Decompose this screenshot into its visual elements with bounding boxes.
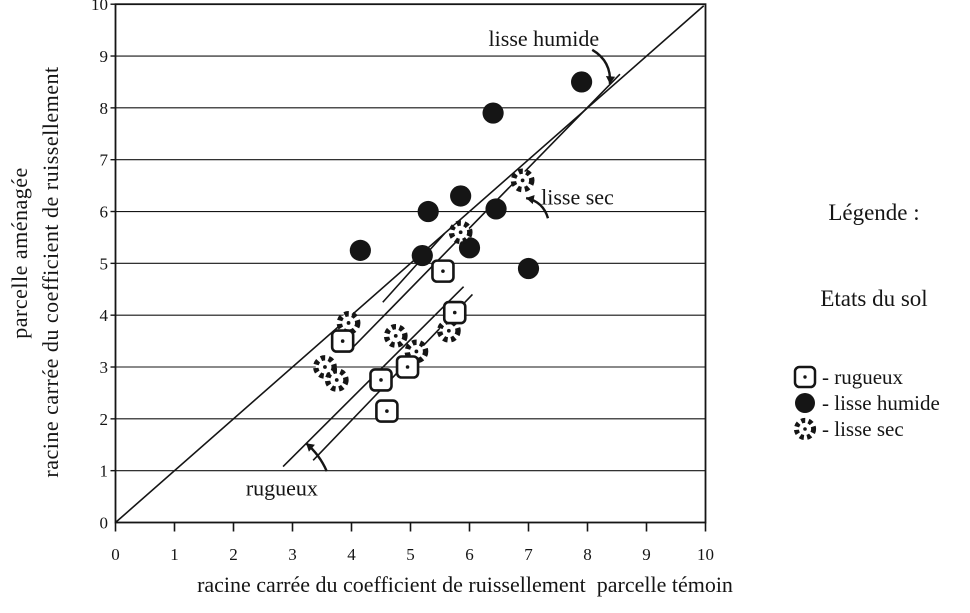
- y-tick-label-9: 9: [100, 47, 109, 66]
- marker-center-dot: [346, 321, 351, 325]
- y-tick-label-2: 2: [100, 410, 109, 429]
- y-axis-title-inner: racine carrée du coefficient de ruissell…: [38, 66, 63, 478]
- legend-panel: Légende : Etats du sol - rugueux - lisse …: [780, 200, 968, 442]
- x-tick-label-3: 3: [288, 545, 297, 564]
- annotation-label-rugueux: rugueux: [246, 475, 318, 500]
- line-identity: [114, 5, 705, 524]
- legend-item-label: - lisse humide: [822, 390, 940, 415]
- y-tick-label-4: 4: [100, 306, 109, 325]
- x-tick-label-1: 1: [170, 545, 179, 564]
- legend-item-label: - lisse sec: [822, 416, 904, 441]
- y-tick-label-3: 3: [100, 358, 109, 377]
- marker-center-dot: [379, 378, 383, 382]
- annotation-label-lisse-sec: lisse sec: [541, 184, 614, 209]
- marker-center-dot: [405, 365, 410, 369]
- marker-center-dot: [393, 334, 398, 338]
- dotted-circle-legend-icon: [793, 417, 817, 441]
- x-axis-title: racine carrée du coefficient de ruissell…: [197, 572, 733, 597]
- line-lisse-humide-trend: [350, 73, 621, 350]
- x-tick-label-4: 4: [347, 545, 356, 564]
- marker-center-dot: [441, 269, 445, 273]
- x-tick-label-7: 7: [524, 545, 533, 564]
- y-tick-label-0: 0: [100, 514, 109, 533]
- annotation-label-lisse-humide: lisse humide: [489, 26, 600, 51]
- legend-subtitle: Etats du sol: [820, 286, 928, 311]
- marker-center-dot: [446, 328, 451, 333]
- marker-center-dot: [520, 178, 525, 183]
- x-tick-label-10: 10: [697, 545, 714, 564]
- annotation-arrowhead-lisse-humide: [605, 75, 616, 85]
- marker-center-dot: [803, 427, 807, 431]
- x-tick-label-0: 0: [111, 545, 120, 564]
- y-tick-label-10: 10: [91, 0, 108, 14]
- marker-center-dot: [334, 378, 339, 382]
- x-tick-label-5: 5: [406, 545, 415, 564]
- line-short-segment: [382, 232, 446, 303]
- x-tick-label-6: 6: [465, 545, 474, 564]
- open-square-dot-legend-icon: [793, 365, 817, 389]
- data-point-lisse-humide-marker: [349, 239, 371, 261]
- data-point-lisse-humide-marker: [571, 71, 593, 93]
- legend-item-lisse-sec: - lisse sec: [792, 416, 968, 442]
- data-point-lisse-humide-marker: [450, 185, 472, 207]
- marker-center-dot: [323, 365, 327, 369]
- legend-items: - rugueux - lisse humide - lisse sec: [780, 364, 968, 442]
- filled-circle-legend-icon: [795, 393, 815, 413]
- marker-center-dot: [385, 409, 389, 413]
- y-tick-label-7: 7: [100, 151, 109, 170]
- legend-item-label: - rugueux: [822, 364, 904, 389]
- y-tick-label-1: 1: [100, 462, 109, 481]
- data-point-lisse-humide-marker: [517, 257, 540, 280]
- marker-center-dot: [340, 339, 345, 343]
- annotation-arrowhead-lisse-sec: [526, 195, 535, 205]
- marker-center-dot: [458, 230, 463, 235]
- annotation-arrowhead-rugueux: [306, 443, 315, 452]
- x-tick-label-9: 9: [642, 545, 651, 564]
- legend-item-lisse-humide: - lisse humide: [792, 390, 968, 416]
- data-point-lisse-humide-marker: [411, 244, 433, 267]
- marker-center-dot: [452, 310, 457, 315]
- y-axis-title-outer: parcelle aménagée: [7, 167, 32, 339]
- marker-center-dot: [414, 349, 419, 354]
- filled-circle-glyph: [795, 393, 815, 413]
- data-point-lisse-humide-marker: [482, 102, 504, 124]
- data-point-lisse-humide-marker: [417, 200, 439, 223]
- y-tick-label-6: 6: [100, 203, 109, 222]
- data-point-lisse-humide-marker: [485, 198, 507, 220]
- y-tick-label-8: 8: [100, 99, 109, 118]
- marker-center-dot: [803, 375, 807, 379]
- legend-item-rugueux: - rugueux: [792, 364, 968, 390]
- y-tick-label-5: 5: [100, 254, 109, 273]
- x-tick-label-2: 2: [229, 545, 238, 564]
- legend-title: Légende :: [828, 200, 920, 225]
- x-tick-label-8: 8: [583, 545, 592, 564]
